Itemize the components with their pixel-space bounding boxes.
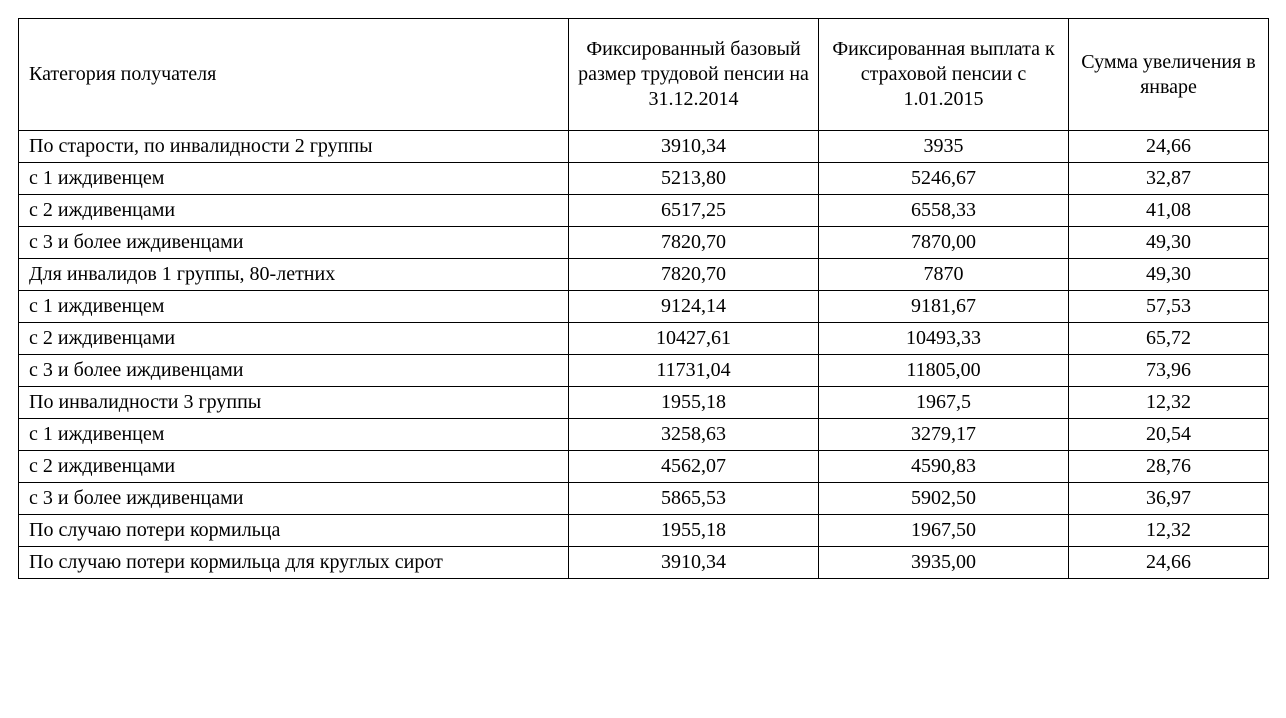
cell-v1: 1955,18 bbox=[569, 387, 819, 419]
col-header-increase: Сумма увеличения в январе bbox=[1069, 19, 1269, 131]
table-head: Категория получателя Фиксированный базов… bbox=[19, 19, 1269, 131]
cell-v2: 3935 bbox=[819, 131, 1069, 163]
table-row: с 2 иждивенцами 4562,07 4590,83 28,76 bbox=[19, 451, 1269, 483]
cell-v2: 5246,67 bbox=[819, 163, 1069, 195]
cell-category: По старости, по инвалидности 2 группы bbox=[19, 131, 569, 163]
cell-v3: 24,66 bbox=[1069, 547, 1269, 579]
cell-v3: 49,30 bbox=[1069, 227, 1269, 259]
cell-v1: 7820,70 bbox=[569, 227, 819, 259]
cell-v1: 3910,34 bbox=[569, 547, 819, 579]
cell-v2: 10493,33 bbox=[819, 323, 1069, 355]
cell-v2: 1967,50 bbox=[819, 515, 1069, 547]
table-row: с 2 иждивенцами 6517,25 6558,33 41,08 bbox=[19, 195, 1269, 227]
table-row: По инвалидности 3 группы 1955,18 1967,5 … bbox=[19, 387, 1269, 419]
cell-v3: 73,96 bbox=[1069, 355, 1269, 387]
cell-category: с 3 и более иждивенцами bbox=[19, 483, 569, 515]
cell-v1: 4562,07 bbox=[569, 451, 819, 483]
table-row: с 1 иждивенцем 3258,63 3279,17 20,54 bbox=[19, 419, 1269, 451]
cell-v2: 7870 bbox=[819, 259, 1069, 291]
cell-category: с 1 иждивенцем bbox=[19, 163, 569, 195]
cell-category: По инвалидности 3 группы bbox=[19, 387, 569, 419]
col-header-base-2014: Фиксированный базовый размер трудовой пе… bbox=[569, 19, 819, 131]
table-row: с 2 иждивенцами 10427,61 10493,33 65,72 bbox=[19, 323, 1269, 355]
cell-v1: 11731,04 bbox=[569, 355, 819, 387]
table-row: с 3 и более иждивенцами 5865,53 5902,50 … bbox=[19, 483, 1269, 515]
cell-v1: 5865,53 bbox=[569, 483, 819, 515]
table-row: По случаю потери кормильца 1955,18 1967,… bbox=[19, 515, 1269, 547]
cell-v2: 7870,00 bbox=[819, 227, 1069, 259]
header-row: Категория получателя Фиксированный базов… bbox=[19, 19, 1269, 131]
cell-category: с 2 иждивенцами bbox=[19, 323, 569, 355]
cell-v1: 3258,63 bbox=[569, 419, 819, 451]
cell-v2: 9181,67 bbox=[819, 291, 1069, 323]
cell-category: с 3 и более иждивенцами bbox=[19, 227, 569, 259]
cell-v1: 6517,25 bbox=[569, 195, 819, 227]
cell-v2: 11805,00 bbox=[819, 355, 1069, 387]
cell-v1: 7820,70 bbox=[569, 259, 819, 291]
table-body: По старости, по инвалидности 2 группы 39… bbox=[19, 131, 1269, 579]
table-row: По старости, по инвалидности 2 группы 39… bbox=[19, 131, 1269, 163]
cell-v1: 3910,34 bbox=[569, 131, 819, 163]
cell-v3: 28,76 bbox=[1069, 451, 1269, 483]
cell-v1: 9124,14 bbox=[569, 291, 819, 323]
cell-v2: 5902,50 bbox=[819, 483, 1069, 515]
cell-v2: 6558,33 bbox=[819, 195, 1069, 227]
cell-v2: 4590,83 bbox=[819, 451, 1069, 483]
table-row: По случаю потери кормильца для круглых с… bbox=[19, 547, 1269, 579]
cell-category: По случаю потери кормильца для круглых с… bbox=[19, 547, 569, 579]
col-header-category: Категория получателя bbox=[19, 19, 569, 131]
cell-category: с 1 иждивенцем bbox=[19, 419, 569, 451]
cell-v3: 57,53 bbox=[1069, 291, 1269, 323]
cell-v3: 32,87 bbox=[1069, 163, 1269, 195]
cell-v2: 1967,5 bbox=[819, 387, 1069, 419]
cell-category: с 1 иждивенцем bbox=[19, 291, 569, 323]
cell-category: с 3 и более иждивенцами bbox=[19, 355, 569, 387]
cell-v3: 12,32 bbox=[1069, 515, 1269, 547]
cell-v3: 24,66 bbox=[1069, 131, 1269, 163]
table-row: с 1 иждивенцем 9124,14 9181,67 57,53 bbox=[19, 291, 1269, 323]
cell-v3: 49,30 bbox=[1069, 259, 1269, 291]
cell-category: с 2 иждивенцами bbox=[19, 195, 569, 227]
col-header-payment-2015: Фиксированная выплата к страховой пенсии… bbox=[819, 19, 1069, 131]
cell-category: По случаю потери кормильца bbox=[19, 515, 569, 547]
cell-v3: 36,97 bbox=[1069, 483, 1269, 515]
table-row: Для инвалидов 1 группы, 80-летних 7820,7… bbox=[19, 259, 1269, 291]
table-row: с 3 и более иждивенцами 7820,70 7870,00 … bbox=[19, 227, 1269, 259]
cell-v3: 65,72 bbox=[1069, 323, 1269, 355]
pension-table: Категория получателя Фиксированный базов… bbox=[18, 18, 1269, 579]
cell-v3: 12,32 bbox=[1069, 387, 1269, 419]
cell-category: с 2 иждивенцами bbox=[19, 451, 569, 483]
cell-v3: 41,08 bbox=[1069, 195, 1269, 227]
cell-v2: 3935,00 bbox=[819, 547, 1069, 579]
cell-v1: 10427,61 bbox=[569, 323, 819, 355]
table-row: с 3 и более иждивенцами 11731,04 11805,0… bbox=[19, 355, 1269, 387]
cell-v1: 1955,18 bbox=[569, 515, 819, 547]
cell-v1: 5213,80 bbox=[569, 163, 819, 195]
cell-v3: 20,54 bbox=[1069, 419, 1269, 451]
table-row: с 1 иждивенцем 5213,80 5246,67 32,87 bbox=[19, 163, 1269, 195]
cell-category: Для инвалидов 1 группы, 80-летних bbox=[19, 259, 569, 291]
cell-v2: 3279,17 bbox=[819, 419, 1069, 451]
